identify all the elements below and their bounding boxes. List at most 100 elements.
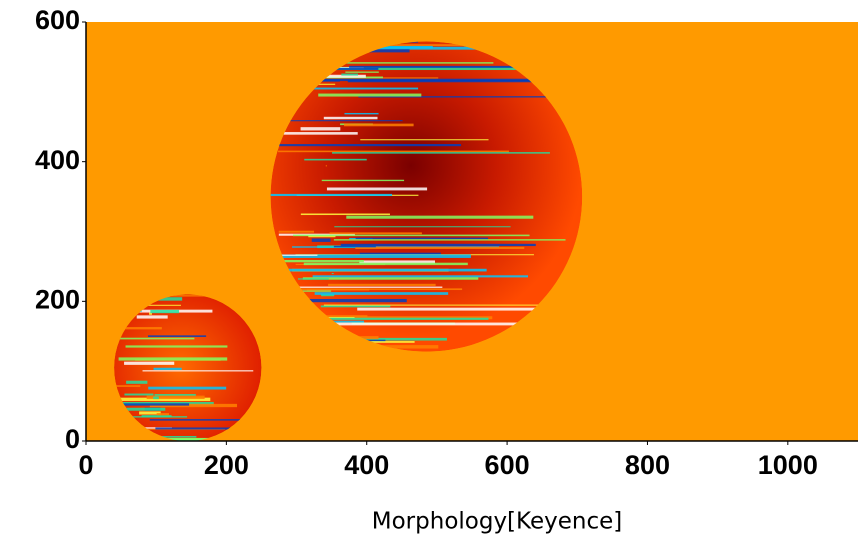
stripe [311,238,331,242]
stripe [300,127,341,131]
stripe [308,320,365,323]
stripe [296,286,443,288]
stripe [148,295,224,297]
stripe [114,337,195,340]
stripe [124,393,154,396]
stripe [293,234,530,237]
stripe [357,341,415,343]
stripe [149,312,152,315]
x-axis-label: Morphology[Keyence] [372,509,622,535]
stripe [326,187,428,191]
x-tick-label: 600 [485,450,530,480]
stripe [302,298,407,303]
stripe [340,243,536,247]
stripe [309,74,366,78]
stripe [120,403,190,406]
stripe [283,268,487,272]
stripe [118,357,228,361]
stripe [330,62,494,64]
feature [114,294,262,441]
stripe [310,78,536,82]
y-tick-label: 600 [35,5,80,35]
stripe [320,305,391,308]
stripe [309,337,447,341]
y-tick-label: 400 [35,145,80,175]
stripe [124,361,175,365]
stripe [148,386,227,390]
stripe [118,397,211,401]
stripe [126,380,148,384]
stripe [139,411,161,415]
stripe [329,232,422,235]
stripe [346,215,534,219]
stripe [355,237,489,240]
stripe [115,385,141,387]
stripe [312,83,336,85]
stripe [297,278,329,280]
x-tick-label: 800 [625,450,670,480]
stripe [120,304,181,306]
stripe [303,317,489,320]
stripe [347,79,534,83]
stripe [359,260,435,264]
stripe [278,290,332,292]
stripe [279,120,403,122]
stripe [136,315,168,319]
circle-feature [114,294,262,441]
stripe [360,139,489,141]
stripe [318,93,422,97]
stripe [282,259,364,263]
stripe [323,304,552,306]
stripe [312,275,528,278]
stripe [344,112,379,115]
stripe [153,367,182,370]
stripe [270,193,393,197]
stripe [276,144,462,147]
stripe [125,345,228,348]
stripe [334,226,511,228]
stripe [150,309,180,314]
stripe [315,67,379,70]
stripe [307,322,526,326]
stripe [120,407,166,411]
plot-area [86,22,858,441]
stripe [302,277,479,280]
stripe [344,123,414,127]
stripe [331,272,334,275]
stripe [141,415,172,418]
stripe [147,335,207,337]
stripe [132,435,197,438]
stripe [154,394,196,397]
stripe [357,307,572,311]
x-tick-label: 0 [78,450,93,480]
stripe [122,327,162,330]
stripe [155,427,246,430]
stripe [304,158,367,161]
stripe [115,416,188,418]
x-tick-label: 400 [344,450,389,480]
stripe [283,132,358,135]
y-tick-label: 200 [35,284,80,314]
stripe [274,254,471,258]
stripe [323,116,378,120]
stripe [296,87,419,90]
stripe [349,65,583,68]
x-tick-label: 1000 [758,450,818,480]
stripe [156,413,169,416]
stripe [278,230,314,233]
stripe [341,73,358,76]
stripe [314,292,449,295]
stripe [153,396,159,400]
stripe [325,164,327,167]
stripe [312,44,497,47]
stripe [303,262,468,266]
stripe [320,66,528,71]
stripe [149,419,241,421]
x-tick-label: 200 [204,450,249,480]
stripe [300,213,390,216]
stripe [149,403,238,408]
stripe [358,96,583,98]
stripe [333,245,376,248]
stripe [142,370,254,372]
